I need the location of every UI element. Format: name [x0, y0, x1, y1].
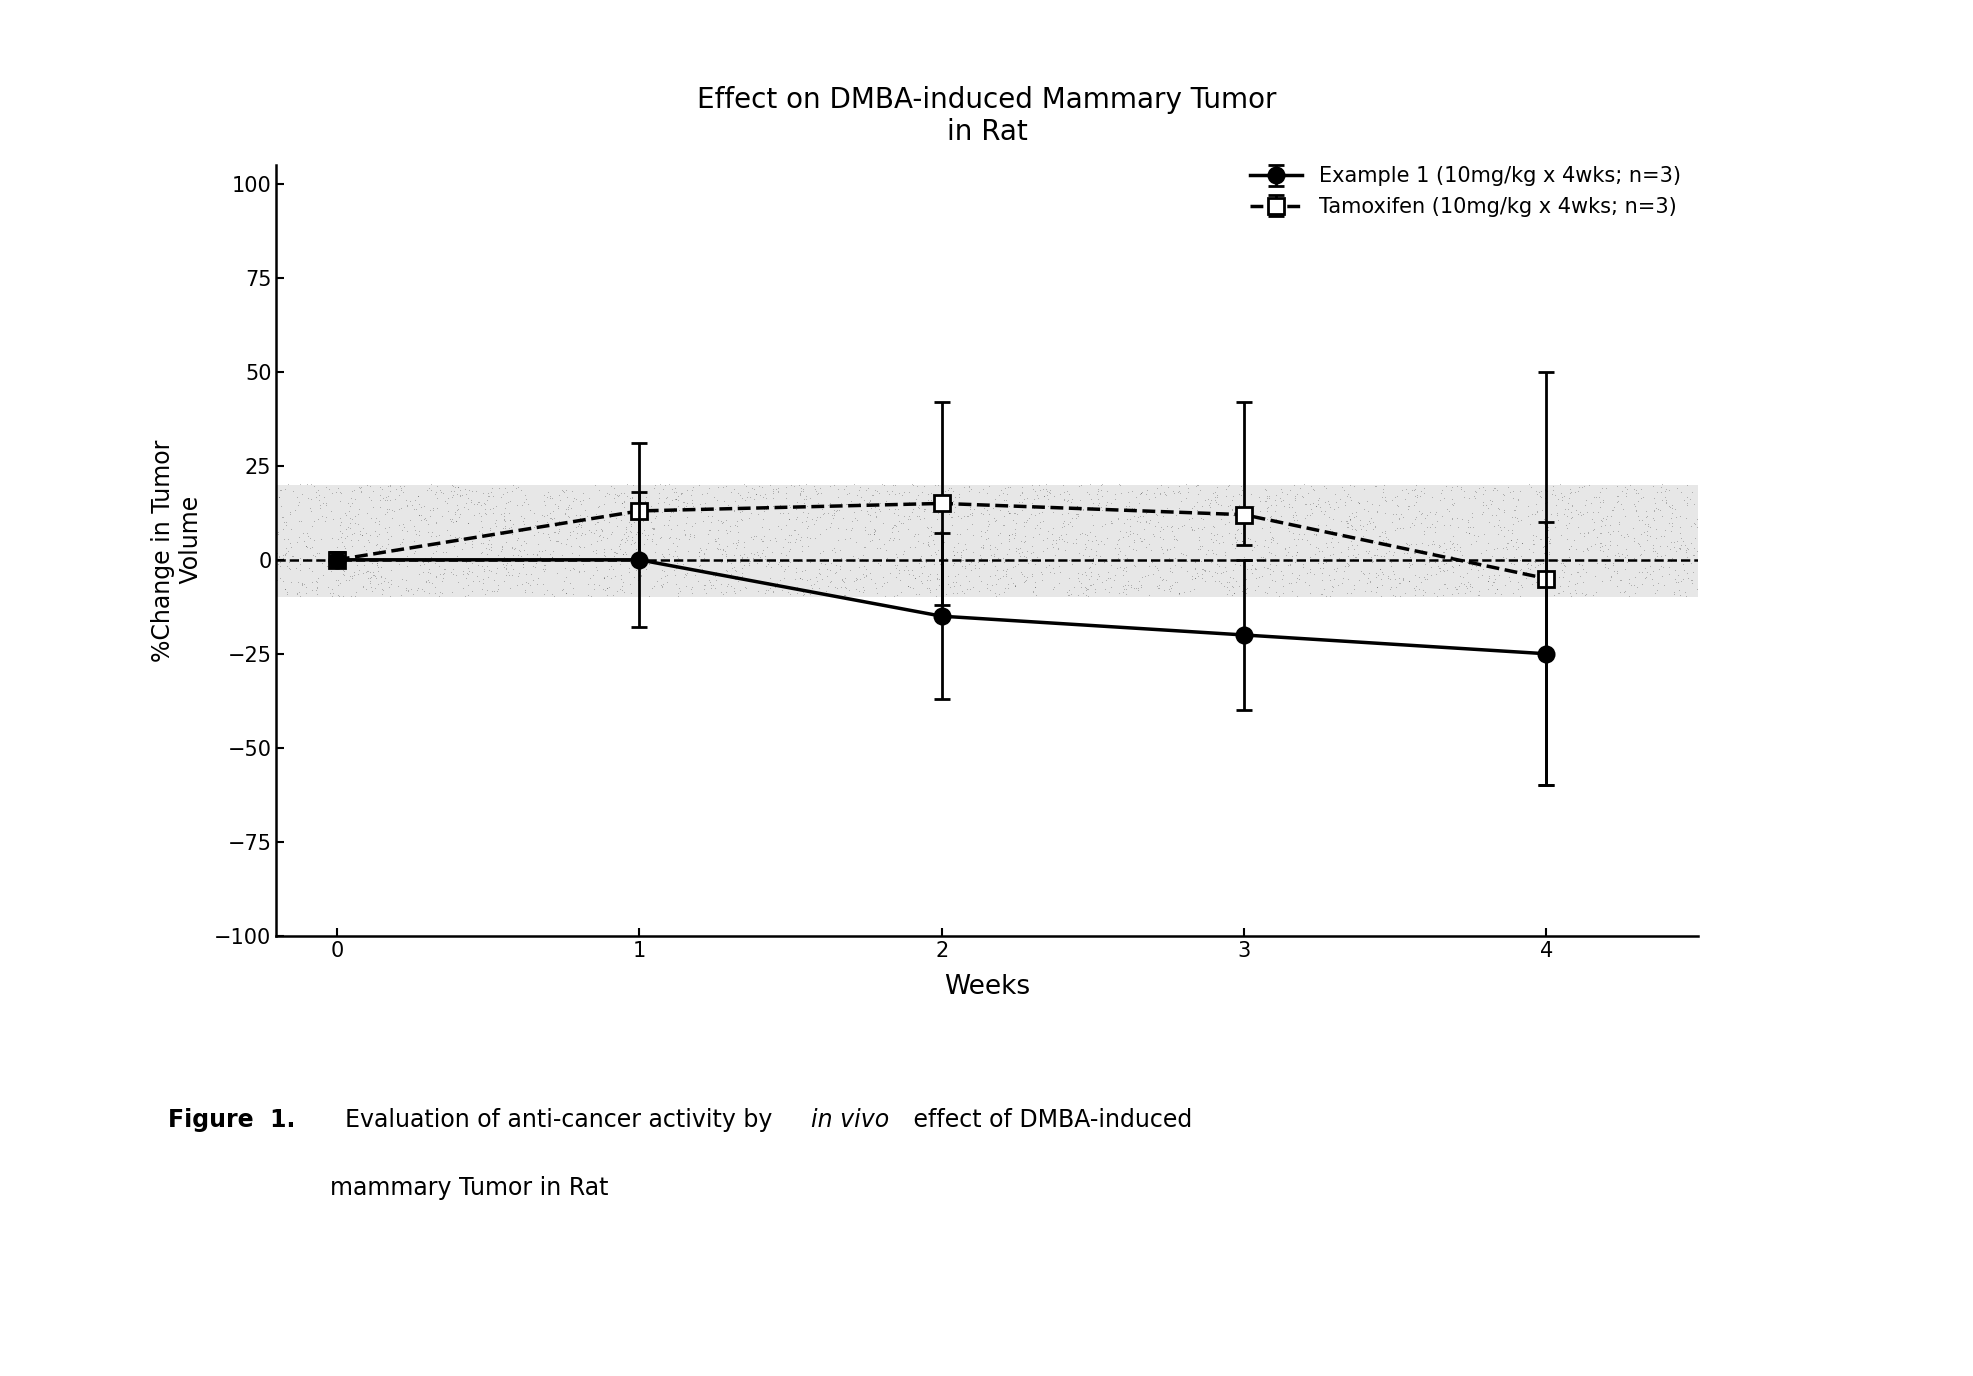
Y-axis label: %Change in Tumor
   Volume: %Change in Tumor Volume	[152, 439, 203, 662]
Text: in vivo: in vivo	[811, 1108, 890, 1131]
Text: mammary Tumor in Rat: mammary Tumor in Rat	[329, 1176, 608, 1200]
Legend: Example 1 (10mg/kg x 4wks; n=3), Tamoxifen (10mg/kg x 4wks; n=3): Example 1 (10mg/kg x 4wks; n=3), Tamoxif…	[1243, 160, 1687, 223]
Text: Evaluation of anti-cancer activity by: Evaluation of anti-cancer activity by	[329, 1108, 779, 1131]
Text: Figure  1.: Figure 1.	[168, 1108, 296, 1131]
X-axis label: Weeks: Weeks	[943, 974, 1030, 1000]
Title: Effect on DMBA-induced Mammary Tumor
in Rat: Effect on DMBA-induced Mammary Tumor in …	[696, 85, 1277, 146]
Bar	[276, 484, 1697, 597]
Text: effect of DMBA-induced: effect of DMBA-induced	[906, 1108, 1192, 1131]
